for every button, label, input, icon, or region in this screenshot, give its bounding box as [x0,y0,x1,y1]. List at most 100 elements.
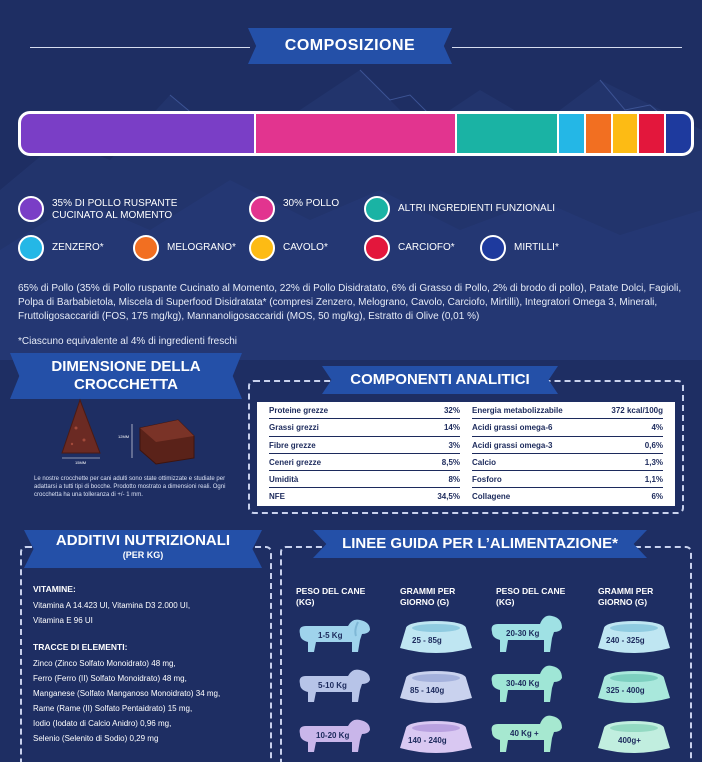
analytic-title: COMPONENTI ANALITICI [322,366,558,394]
dog-weight-label: 20-30 Kg [506,629,540,638]
header-rule-left [30,47,250,48]
legend-dot-navy [480,235,506,261]
legend-dot-yellow [249,235,275,261]
kibble-illustration [61,398,195,465]
legend-label: ZENZERO* [52,242,104,253]
vitamins-line: Vitamina E 96 UI [33,616,93,625]
dog-weight-label: 40 Kg + [510,729,539,738]
legend-item-artichoke: CARCIOFO* [364,235,478,261]
feed-col-weight-right: PESO DEL CANE (KG) [496,586,566,607]
legend-item-kale: CAVOLO* [249,235,363,261]
trace-line: Zinco (Zinco Solfato Monoidrato) 48 mg, [33,659,176,668]
trace-heading: TRACCE DI ELEMENTI: [33,642,128,652]
table-row: Collagene 6% [472,492,663,502]
additives-body: VITAMINE: Vitamina A 14.423 UI, Vitamina… [33,582,263,746]
bowl-icon [400,721,472,753]
composition-bar [18,111,694,156]
additives-title-text: ADDITIVI NUTRIZIONALI [55,532,231,549]
additives-title: ADDITIVI NUTRIZIONALI (PER KG) [24,530,262,568]
table-row: Fosforo 1,1% [472,471,663,489]
legend-item-ginger: ZENZERO* [18,235,132,261]
bar-segment-red [637,114,665,153]
kibble-title: DIMENSIONE DELLA CROCCHETTA [10,353,242,399]
legend-dot-red [364,235,390,261]
table-row: Acidi grassi omega-6 4% [472,419,663,437]
table-row: Ceneri grezze 8,5% [269,454,460,472]
table-row: Fibre grezze 3% [269,437,460,454]
legend-dot-orange [133,235,159,261]
legend-label: ALTRI INGREDIENTI FUNZIONALI [398,203,556,214]
dog-weight-label: 5-10 Kg [318,681,347,690]
legend-label: MELOGRANO* [167,242,236,253]
legend-label: 35% DI POLLO RUSPANTE CUCINATO AL MOMENT… [52,198,178,221]
legend-dot-cyan [18,235,44,261]
dog-icon [491,615,562,652]
kibble-width-label: 15MM [75,460,87,465]
trace-line: Ferro (Ferro (II) Solfato Monoidrato) 48… [33,674,187,683]
kibble-note: Le nostre crocchette per cani adulti son… [34,476,226,498]
bar-segment-teal [455,114,557,153]
ingredients-text: 65% di Pollo (35% di Pollo ruspante Cuci… [18,283,682,322]
dog-icon [299,669,370,702]
kibble-panel: 12MM 15MM [18,398,240,508]
header-rule-right [452,47,682,48]
feed-col-weight-left: PESO DEL CANE (KG) [296,586,366,607]
bowl-grams-label: 325 - 400g [606,686,645,695]
bowl-icon [400,671,472,703]
analytic-table: Proteine grezze 32% Grassi grezzi 14% Fibr… [257,402,675,506]
dog-weight-label: 10-20 Kg [316,731,350,740]
bowl-icon [598,721,670,753]
legend-item-other: ALTRI INGREDIENTI FUNZIONALI [364,196,598,222]
kibble-height-label: 12MM [118,434,130,439]
bowl-icon [598,621,670,653]
legend-item-fresh-chicken: 35% DI POLLO RUSPANTE CUCINATO AL MOMENT… [18,196,182,222]
legend-item-pomegranate: MELOGRANO* [133,235,247,261]
trace-line: Rame (Rame (II) Solfato Pentaidrato) 15 … [33,704,193,713]
table-row: Grassi grezzi 14% [269,419,460,437]
dog-icon [491,715,562,752]
dog-icon [299,719,370,752]
feed-col-grams-left: GRAMMI PER GIORNO (G) [400,586,456,607]
bowl-grams-label: 25 - 85g [412,636,442,645]
feed-col-grams-right: GRAMMI PER GIORNO (G) [598,586,654,607]
bar-segment-navy [664,114,691,153]
legend-item-chicken: 30% POLLO [249,196,363,222]
analytic-col-left: Proteine grezze 32% Grassi grezzi 14% Fibr… [263,402,466,506]
dog-weight-label: 1-5 Kg [318,631,343,640]
kibble-triangle-front [61,398,101,454]
table-row: Umidità 8% [269,471,460,489]
dog-icon [491,665,562,702]
bar-segment-pink [254,114,456,153]
legend-dot-pink [249,196,275,222]
bar-segment-purple [21,114,255,153]
bowl-grams-label: 85 - 140g [410,686,445,695]
legend-label: CAVOLO* [283,242,328,253]
vitamins-heading: VITAMINE: [33,584,76,594]
dog-icon [299,619,370,652]
bar-segment-yellow [610,114,638,153]
table-row: Energia metabolizzabile 372 kcal/100g [472,402,663,420]
legend-label: MIRTILLI* [514,242,559,253]
trace-line: Iodio (Iodato di Calcio Anidro) 0,96 mg, [33,719,172,728]
legend-label: CARCIOFO* [398,242,455,253]
bowl-grams-label: 240 - 325g [606,636,645,645]
ingredients-footnote: *Ciascuno equivalente al 4% di ingredien… [18,336,238,347]
bowl-icon [400,621,472,653]
table-row: Calcio 1,3% [472,454,663,472]
bar-segment-cyan [556,114,584,153]
bowl-icon [598,671,670,703]
legend-item-blueberry: MIRTILLI* [480,235,594,261]
legend-dot-teal [364,196,390,222]
table-row: NFE 34,5% [269,492,460,502]
bowl-grams-label: 140 - 240g [408,736,447,745]
analytic-col-right: Energia metabolizzabile 372 kcal/100g Aci… [466,402,669,506]
vitamins-line: Vitamina A 14.423 UI, Vitamina D3 2.000 … [33,601,191,610]
additives-subtitle: (PER KG) [122,550,164,560]
composition-title: COMPOSIZIONE [248,28,452,64]
legend-label: 30% POLLO [283,198,340,209]
bar-segment-orange [583,114,611,153]
bowl-grams-label: 400g+ [618,736,641,745]
trace-line: Manganese (Solfato Manganoso Monoidrato)… [33,689,221,698]
legend-dot-purple [18,196,44,222]
trace-line: Selenio (Selenito di Sodio) 0,29 mg [33,734,159,743]
